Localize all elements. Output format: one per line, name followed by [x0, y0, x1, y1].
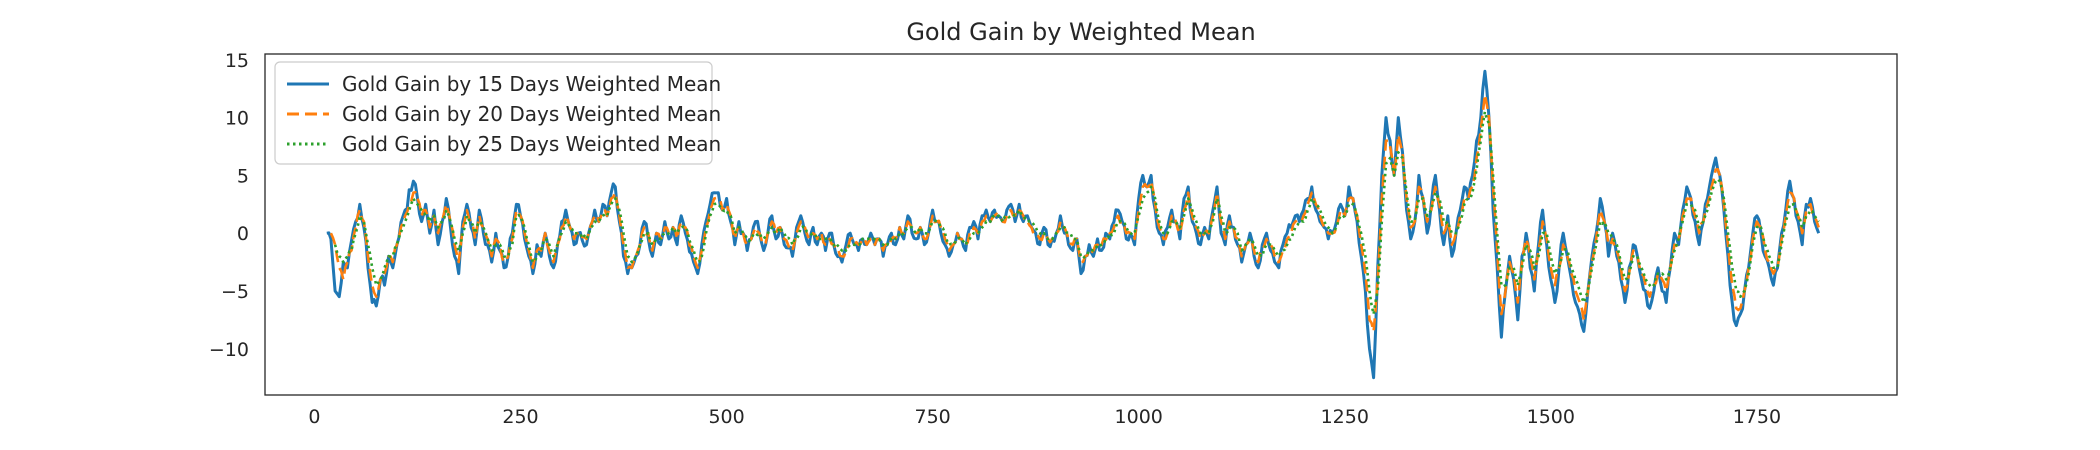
y-tick-label: −5 [221, 281, 249, 303]
legend-label: Gold Gain by 25 Days Weighted Mean [342, 132, 721, 156]
series-line [326, 69, 1821, 380]
y-tick-label: 5 [237, 165, 249, 187]
x-tick-label: 750 [915, 406, 951, 428]
y-tick-label: 0 [237, 223, 249, 245]
x-tick-label: 250 [502, 406, 538, 428]
series-layer [326, 69, 1821, 380]
y-tick-label: 10 [225, 108, 249, 130]
x-axis: 0 250 500 750 1000 1250 1500 1750 [308, 406, 1781, 428]
x-tick-label: 1750 [1733, 406, 1781, 428]
y-tick-label: 15 [225, 50, 249, 72]
plot-frame [264, 53, 1898, 396]
x-tick-label: 1250 [1321, 406, 1369, 428]
legend: Gold Gain by 15 Days Weighted Mean Gold G… [274, 61, 721, 165]
y-axis: 15 10 5 0 −5 −10 [209, 50, 249, 361]
x-tick-label: 500 [708, 406, 744, 428]
chart-title: Gold Gain by Weighted Mean [906, 18, 1255, 46]
x-tick-label: 1000 [1115, 406, 1163, 428]
legend-box [274, 61, 713, 165]
legend-label: Gold Gain by 15 Days Weighted Mean [342, 72, 721, 96]
legend-label: Gold Gain by 20 Days Weighted Mean [342, 102, 721, 126]
y-tick-label: −10 [209, 339, 249, 361]
x-tick-label: 0 [308, 406, 320, 428]
x-tick-label: 1500 [1527, 406, 1575, 428]
